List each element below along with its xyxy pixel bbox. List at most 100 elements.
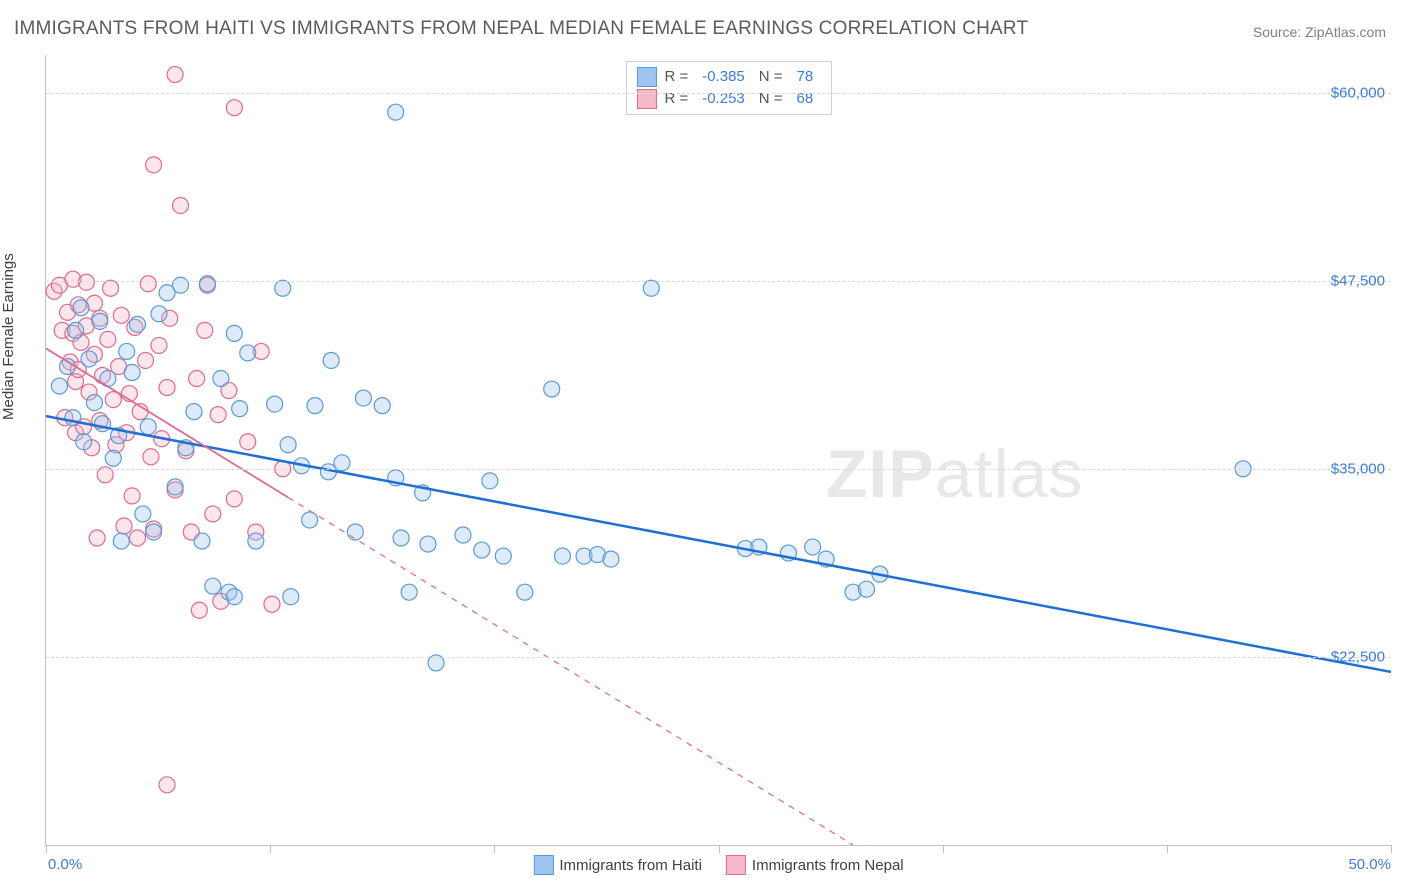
r-label: R = <box>664 66 688 88</box>
data-point <box>307 398 323 414</box>
trend-line <box>46 416 1391 672</box>
x-tick <box>943 845 944 853</box>
data-point <box>643 280 659 296</box>
legend-item-haiti: Immigrants from Haiti <box>533 855 702 875</box>
n-label: N = <box>759 66 783 88</box>
legend-item-nepal: Immigrants from Nepal <box>726 855 904 875</box>
data-point <box>103 280 119 296</box>
n-label: N = <box>759 88 783 110</box>
data-point <box>129 316 145 332</box>
data-point <box>302 512 318 528</box>
x-tick <box>46 845 47 853</box>
gridline <box>46 469 1391 470</box>
gridline <box>46 93 1391 94</box>
data-point <box>401 584 417 600</box>
data-point <box>116 518 132 534</box>
scatter-svg <box>46 55 1391 845</box>
data-point <box>210 407 226 423</box>
y-tick-label: $47,500 <box>1331 272 1385 289</box>
data-point <box>232 401 248 417</box>
x-tick <box>494 845 495 853</box>
data-point <box>129 530 145 546</box>
data-point <box>113 307 129 323</box>
swatch-nepal-icon <box>726 855 746 875</box>
data-point <box>94 416 110 432</box>
x-tick <box>719 845 720 853</box>
data-point <box>267 396 283 412</box>
data-point <box>283 589 299 605</box>
data-point <box>280 437 296 453</box>
data-point <box>388 104 404 120</box>
data-point <box>78 274 94 290</box>
data-point <box>455 527 471 543</box>
y-tick-label: $22,500 <box>1331 648 1385 665</box>
data-point <box>226 491 242 507</box>
r-value-nepal: -0.253 <box>702 88 745 110</box>
data-point <box>138 352 154 368</box>
data-point <box>474 542 490 558</box>
series-legend: Immigrants from Haiti Immigrants from Ne… <box>533 855 903 875</box>
data-point <box>544 381 560 397</box>
chart-title: IMMIGRANTS FROM HAITI VS IMMIGRANTS FROM… <box>14 18 1028 40</box>
data-point <box>189 371 205 387</box>
data-point <box>173 197 189 213</box>
y-tick-label: $35,000 <box>1331 460 1385 477</box>
data-point <box>135 506 151 522</box>
data-point <box>264 596 280 612</box>
data-point <box>89 530 105 546</box>
data-point <box>240 434 256 450</box>
data-point <box>124 365 140 381</box>
data-point <box>226 325 242 341</box>
data-point <box>347 524 363 540</box>
data-point <box>140 419 156 435</box>
swatch-haiti-icon <box>636 67 656 87</box>
data-point <box>226 100 242 116</box>
data-point <box>554 548 570 564</box>
gridline <box>46 281 1391 282</box>
data-point <box>68 322 84 338</box>
data-point <box>167 67 183 83</box>
r-value-haiti: -0.385 <box>702 66 745 88</box>
data-point <box>240 345 256 361</box>
data-point <box>323 352 339 368</box>
legend-label-haiti: Immigrants from Haiti <box>559 857 702 874</box>
data-point <box>73 300 89 316</box>
data-point <box>100 331 116 347</box>
plot-area: ZIPatlas R = -0.385 N = 78 R = -0.253 N … <box>45 55 1391 846</box>
data-point <box>159 380 175 396</box>
correlation-legend: R = -0.385 N = 78 R = -0.253 N = 68 <box>625 61 832 115</box>
data-point <box>858 581 874 597</box>
n-value-nepal: 68 <box>797 88 814 110</box>
r-label: R = <box>664 88 688 110</box>
data-point <box>167 479 183 495</box>
x-tick <box>1167 845 1168 853</box>
data-point <box>805 539 821 555</box>
data-point <box>186 404 202 420</box>
data-point <box>86 395 102 411</box>
legend-label-nepal: Immigrants from Nepal <box>752 857 904 874</box>
x-tick-label: 50.0% <box>1348 856 1391 873</box>
data-point <box>140 276 156 292</box>
data-point <box>151 306 167 322</box>
data-point <box>393 530 409 546</box>
data-point <box>374 398 390 414</box>
data-point <box>495 548 511 564</box>
x-tick <box>1391 845 1392 853</box>
data-point <box>119 343 135 359</box>
n-value-haiti: 78 <box>797 66 814 88</box>
data-point <box>205 506 221 522</box>
data-point <box>197 322 213 338</box>
data-point <box>159 777 175 793</box>
data-point <box>81 351 97 367</box>
source-label: Source: ZipAtlas.com <box>1253 24 1386 40</box>
data-point <box>173 277 189 293</box>
data-point <box>213 371 229 387</box>
data-point <box>205 578 221 594</box>
data-point <box>603 551 619 567</box>
data-point <box>248 533 264 549</box>
data-point <box>517 584 533 600</box>
data-point <box>355 390 371 406</box>
data-point <box>482 473 498 489</box>
x-tick-label: 0.0% <box>48 856 82 873</box>
y-axis-label: Median Female Earnings <box>0 253 17 420</box>
